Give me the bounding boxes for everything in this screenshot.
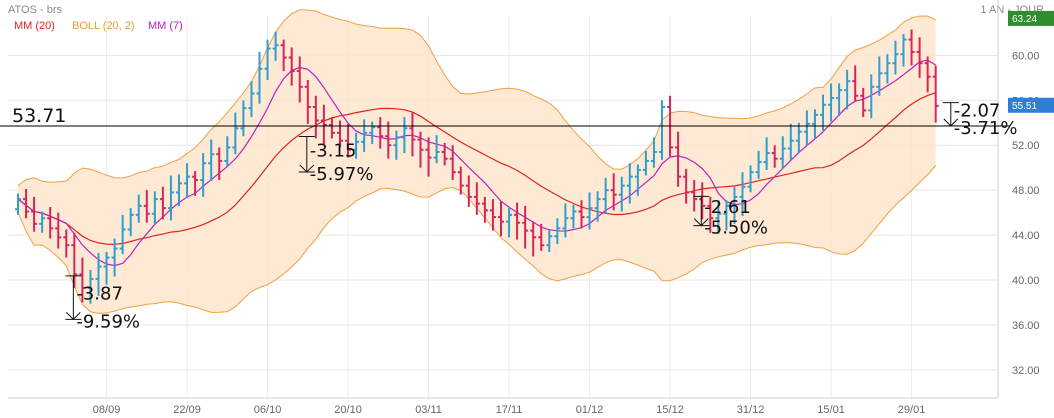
x-tick-label: 29/01 [898,404,926,416]
drawdown-change: -2.07 [954,100,1001,121]
y-tick-label: 32.00 [1012,365,1040,377]
drawdown-change: -3.87 [76,284,123,305]
ma20-line [17,92,936,246]
x-tick-label: 31/12 [737,404,765,416]
drawdown-change: -2.61 [704,197,751,218]
y-tick-label: 48.00 [1012,185,1040,197]
legend-ma7[interactable]: MM (7) [148,20,183,32]
x-tick-label: 15/12 [656,404,684,416]
y-tick-label: 60.00 [1012,50,1040,62]
last-price-badge: 55.51 [1012,101,1037,112]
x-tick-label: 15/01 [817,404,845,416]
top-price-badge-bg [1008,10,1054,26]
annotations: -3.87 -9.59% -3.15 -5.97% -2.61-5.50% -2.07-3… [65,100,1017,332]
y-tick-label: 52.00 [1012,140,1040,152]
x-tick-label: 06/10 [254,404,282,416]
y-tick-label: 40.00 [1012,275,1040,287]
bollinger-fill [18,9,936,314]
x-tick-label: 01/12 [576,404,604,416]
x-tick-label: 22/09 [173,404,201,416]
legend-ma20[interactable]: MM (20) [14,20,55,32]
x-tick-label: 20/10 [334,404,362,416]
x-tick-label: 08/09 [93,404,121,416]
chart-title: ATOS - brs [8,4,62,16]
price-level: 53.71 [0,105,1010,127]
legend-bollinger[interactable]: BOLL (20, 2) [72,20,135,32]
y-tick-label: 44.00 [1012,230,1040,242]
last-price-badge-bg [1008,97,1054,113]
bollinger-upper [17,9,936,187]
drawdown-change: -3.15 [310,140,357,161]
y-tick-label: 36.00 [1012,320,1040,332]
drawdown-pct: -3.71% [954,118,1018,139]
ohlc-bars [15,29,939,304]
price-level-label: 53.71 [12,105,66,127]
x-tick-label: 03/11 [415,404,442,416]
drawdown-pct: -5.50% [704,218,768,239]
axes: 32.0036.0040.0044.0048.0052.0056.0060.00… [93,10,1054,416]
drawdown-pct: -5.97% [310,164,374,185]
x-tick-label: 17/11 [496,404,523,416]
top-price-badge: 63.24 [1012,14,1037,25]
drawdown-pct: -9.59% [76,311,140,332]
